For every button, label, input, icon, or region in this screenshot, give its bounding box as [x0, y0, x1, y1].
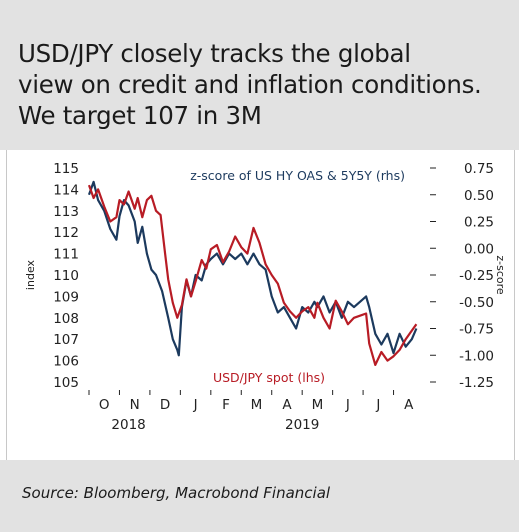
x-year-label: 2018: [111, 417, 145, 433]
y-tick-label-right: 0.50: [464, 188, 494, 204]
page-title: USD/JPY closely tracks the global view o…: [18, 38, 513, 131]
series-label-zscore: z-score of US HY OAS & 5Y5Y (rhs): [190, 168, 405, 183]
y-tick-label-right: -0.75: [459, 322, 494, 338]
title-line-2: view on credit and inflation conditions.: [18, 70, 482, 99]
x-tick-label: M: [251, 397, 263, 413]
y-tick-label-right: -1.25: [459, 375, 494, 391]
y-tick-label-left: 105: [53, 375, 79, 391]
y-tick-label-left: 108: [53, 311, 79, 327]
y-tick-label-left: 115: [53, 161, 79, 177]
x-tick-label: D: [160, 397, 170, 413]
x-tick-label: A: [282, 397, 292, 413]
y-tick-label-left: 112: [53, 225, 79, 241]
y-tick-label-right: 0.75: [464, 161, 494, 177]
x-tick-label: J: [193, 397, 198, 413]
y-tick-label-left: 110: [53, 268, 79, 284]
footer-banner: Source: Bloomberg, Macrobond Financial: [0, 460, 519, 532]
title-banner: USD/JPY closely tracks the global view o…: [0, 0, 519, 150]
x-tick-label: A: [404, 397, 414, 413]
y-tick-label-right: 0.00: [464, 241, 494, 257]
chart-container: 115 114 113 112 111 110 109 108 107 106 105 0.75 0.5…: [6, 150, 515, 460]
y-tick-label-left: 111: [53, 247, 79, 263]
y-axis-title-left: index: [24, 259, 37, 290]
y-tick-label-left: 114: [53, 182, 79, 198]
x-tick-label: J: [345, 397, 350, 413]
title-line-1: USD/JPY closely tracks the global: [18, 39, 411, 68]
y-tick-label-left: 106: [53, 354, 79, 370]
title-line-3: We target 107 in 3M: [18, 101, 262, 130]
x-tick-label: F: [222, 397, 230, 413]
source-note: Source: Bloomberg, Macrobond Financial: [22, 484, 331, 502]
series-label-usdjpy: USD/JPY spot (lhs): [213, 370, 325, 385]
x-tick-label: N: [130, 397, 140, 413]
x-tick-label: O: [99, 397, 110, 413]
y-tick-label-right: -1.00: [459, 348, 494, 364]
x-tick-label: J: [375, 397, 380, 413]
y-axis-title-right: z-score: [494, 255, 507, 295]
x-year-label: 2019: [285, 417, 319, 433]
y-tick-label-right: -0.50: [459, 295, 494, 311]
y-tick-label-right: 0.25: [464, 215, 494, 231]
series-line-zscore: [87, 180, 418, 357]
x-tick-label: M: [312, 397, 324, 413]
series-line-usdjpy: [87, 184, 418, 366]
y-tick-label-right: -0.25: [459, 268, 494, 284]
y-tick-label-left: 109: [53, 289, 79, 305]
y-tick-label-left: 113: [53, 204, 79, 220]
y-tick-label-left: 107: [53, 332, 79, 348]
chart-svg: 115 114 113 112 111 110 109 108 107 106 105 0.75 0.5…: [24, 161, 507, 433]
